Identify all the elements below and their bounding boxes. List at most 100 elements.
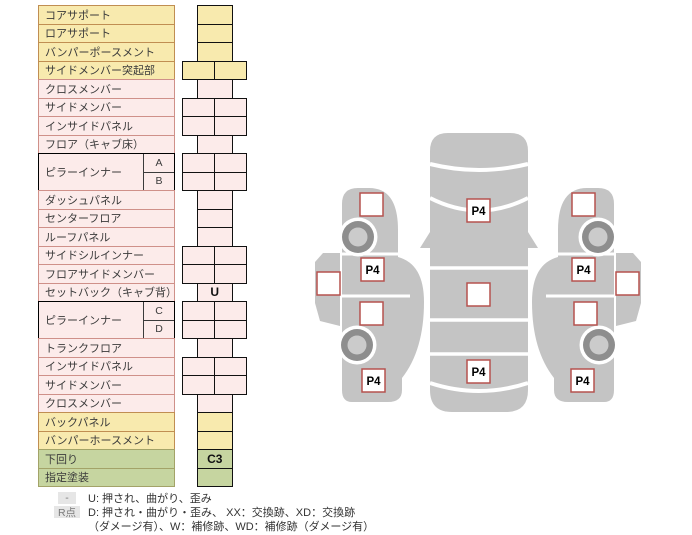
- grid-cell[interactable]: [214, 245, 247, 265]
- table-row-label: インサイドパネル: [38, 356, 175, 376]
- marker-label: P4: [576, 265, 591, 277]
- table-row-sublabel: C: [144, 302, 174, 321]
- car-left-side-view: [315, 188, 424, 402]
- table-row-label: コアサポート: [38, 5, 175, 25]
- table-row-label: 指定塗装: [38, 467, 175, 487]
- table-row-label: センターフロア: [38, 208, 175, 228]
- left-rear-wheel: [337, 325, 377, 365]
- grid-cell[interactable]: [197, 134, 233, 154]
- grid-cell[interactable]: [182, 60, 215, 80]
- grid-cell[interactable]: [182, 301, 215, 321]
- grid-cell[interactable]: [197, 412, 233, 432]
- grid-cell[interactable]: [214, 319, 247, 339]
- table-row-label: クロスメンバー: [38, 393, 175, 413]
- right-rear-wheel: [579, 325, 619, 365]
- right-front-wheel: [578, 217, 618, 257]
- grid-cell[interactable]: [197, 467, 233, 487]
- grid-cell[interactable]: [182, 97, 215, 117]
- table-row-label: ピラーインナー: [39, 154, 144, 190]
- grid-cell[interactable]: [214, 116, 247, 136]
- table-row-label: トランクフロア: [38, 338, 175, 358]
- table-row-label: バックパネル: [38, 412, 175, 432]
- legend-badge-dash: -: [58, 492, 76, 504]
- grid-cell[interactable]: [182, 375, 215, 395]
- table-row-label: ダッシュパネル: [38, 190, 175, 210]
- grid-cell[interactable]: [214, 356, 247, 376]
- grid-cell[interactable]: C3: [197, 449, 233, 469]
- left-mirror: [420, 232, 430, 248]
- damage-markers: P4 P4 P4 P4 P4 P4: [316, 192, 640, 393]
- table-row-label: 下回り: [38, 449, 175, 469]
- table-row-sublabel: B: [155, 175, 163, 188]
- grid-cell[interactable]: [197, 79, 233, 99]
- table-row-label: バンパーポースメント: [38, 42, 175, 62]
- grid-cell[interactable]: [214, 375, 247, 395]
- marker-left-front-fender[interactable]: [359, 192, 384, 217]
- marker-right-rear-fender[interactable]: P4: [570, 368, 595, 393]
- marker-right-rear-door[interactable]: [573, 301, 598, 326]
- table-row-label: サイドシルインナー: [38, 245, 175, 265]
- table-row-sublabel: D: [155, 323, 163, 336]
- marker-right-outer[interactable]: [615, 271, 640, 296]
- marker-left-rear-fender[interactable]: P4: [361, 368, 386, 393]
- grid-cell[interactable]: [197, 190, 233, 210]
- grid-cell[interactable]: [197, 23, 233, 43]
- table-row-label: サイドメンバー突起部: [38, 60, 175, 80]
- grid-cell[interactable]: [197, 227, 233, 247]
- grid-cell[interactable]: [197, 208, 233, 228]
- table-row-group: ピラーインナー A B: [38, 153, 175, 191]
- marker-center-middle[interactable]: [466, 282, 491, 307]
- right-mirror: [528, 232, 538, 248]
- grid-cell[interactable]: [182, 319, 215, 339]
- marker-right-front-fender[interactable]: [571, 192, 596, 217]
- grid-cell[interactable]: [214, 60, 247, 80]
- grid-cell[interactable]: [214, 153, 247, 173]
- grid-cell[interactable]: [197, 430, 233, 450]
- grid-cell[interactable]: [182, 116, 215, 136]
- table-row-label: サイドメンバー: [38, 97, 175, 117]
- grid-cell[interactable]: [214, 171, 247, 191]
- table-row-label: サイドメンバー: [38, 375, 175, 395]
- marker-center-rear[interactable]: P4: [466, 359, 491, 384]
- marker-left-outer[interactable]: [316, 271, 341, 296]
- marker-left-rear-door[interactable]: [359, 301, 384, 326]
- table-row-label: ロアサポート: [38, 23, 175, 43]
- table-row-label: フロアサイドメンバー: [38, 264, 175, 284]
- grid-cell[interactable]: [182, 264, 215, 284]
- table-row-label: フロア（キャブ床）: [38, 134, 175, 154]
- grid-cell[interactable]: [214, 97, 247, 117]
- table-row-label: インサイドパネル: [38, 116, 175, 136]
- grid-cell[interactable]: [182, 245, 215, 265]
- grid-cell[interactable]: [197, 42, 233, 62]
- marker-label: P4: [471, 206, 486, 218]
- table-row-label: セットバック（キャブ背）: [38, 282, 175, 302]
- table-row-label: ピラーインナー: [39, 302, 144, 338]
- grid-cell[interactable]: [197, 338, 233, 358]
- marker-right-front-door[interactable]: P4: [571, 257, 596, 282]
- table-row-sublabel: A: [144, 154, 174, 173]
- grid-cell[interactable]: [197, 5, 233, 25]
- grid-cell[interactable]: U: [197, 282, 233, 302]
- table-row-label: ルーフパネル: [38, 227, 175, 247]
- grid-cell[interactable]: [214, 264, 247, 284]
- left-front-wheel: [338, 217, 378, 257]
- car-top-view: [420, 133, 538, 412]
- grid-cell[interactable]: [182, 171, 215, 191]
- legend-line-u: U: 押され、曲がり、歪み: [88, 493, 212, 505]
- marker-label: P4: [366, 376, 381, 388]
- legend-badge-rten: R点: [54, 506, 80, 519]
- marker-label: P4: [471, 367, 486, 379]
- damage-diagram: P4 P4 P4 P4 P4 P4: [315, 133, 641, 412]
- grid-cell[interactable]: [214, 301, 247, 321]
- table-row-group: ピラーインナー C D: [38, 301, 175, 339]
- marker-label: P4: [365, 265, 380, 277]
- marker-left-front-door[interactable]: P4: [360, 257, 385, 282]
- marker-label: P4: [575, 376, 590, 388]
- grid-cell[interactable]: [182, 356, 215, 376]
- legend-line-d: D: 押され・曲がり・歪み、 XX：交換跡、XD：交換跡: [88, 507, 356, 519]
- grid-cell[interactable]: [182, 153, 215, 173]
- table-row-label: バンパーホースメント: [38, 430, 175, 450]
- grid-cell[interactable]: [197, 393, 233, 413]
- marker-center-roof[interactable]: P4: [466, 198, 491, 223]
